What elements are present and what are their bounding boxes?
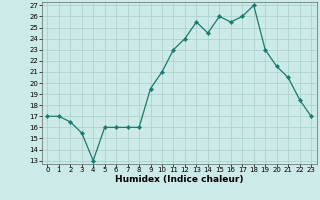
X-axis label: Humidex (Indice chaleur): Humidex (Indice chaleur) <box>115 175 244 184</box>
